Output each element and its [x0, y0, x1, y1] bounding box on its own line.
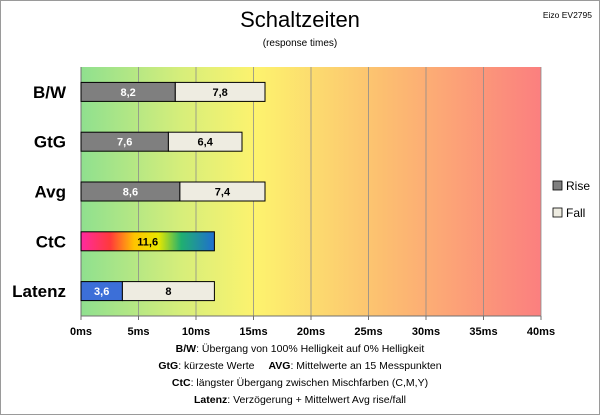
x-tick-label: 0ms	[70, 326, 92, 338]
legend-swatch-rise	[552, 180, 563, 191]
category-label: GtG	[34, 133, 66, 152]
bar-fall	[179, 181, 266, 202]
data-label-rise: 3,6	[94, 286, 109, 298]
x-tick-label: 20ms	[297, 326, 325, 338]
legend: Rise Fall	[552, 179, 590, 220]
chart-subtitle: (response times)	[263, 38, 337, 49]
x-tick-label: 25ms	[354, 326, 382, 338]
bar-fall	[167, 131, 243, 152]
category-label: Avg	[35, 183, 67, 202]
bar-fall	[121, 281, 215, 302]
category-labels: B/W GtG Avg CtC Latenz	[12, 83, 67, 301]
legend-label-fall: Fall	[566, 206, 585, 220]
data-label-rise: 7,6	[117, 137, 132, 149]
data-label-rise: 8,6	[123, 187, 138, 199]
data-label-fall: 7,4	[215, 187, 231, 199]
footnotes: B/W: Übergang von 100% Helligkeit auf 0%…	[158, 343, 441, 406]
x-tick-label: 5ms	[127, 326, 149, 338]
note-gtg-avg: GtG: kürzeste Werte AVG: Mittelwerte an 1…	[158, 360, 441, 372]
category-label: Latenz	[12, 282, 66, 301]
x-tick-label: 30ms	[412, 326, 440, 338]
note-latenz: Latenz: Verzögerung + Mittelwert Avg ris…	[194, 394, 406, 406]
chart-title: Schaltzeiten	[240, 7, 360, 32]
data-label-rise: 8,2	[121, 87, 136, 99]
monitor-model-label: Eizo EV2795	[543, 10, 592, 20]
x-tick-labels: 0ms 5ms 10ms 15ms 20ms 25ms 30ms 35ms 40ms	[70, 326, 555, 338]
legend-swatch-fall	[552, 207, 563, 218]
data-label-rise: 11,6	[137, 236, 158, 248]
category-label: CtC	[36, 232, 66, 251]
bar-fall	[174, 81, 266, 102]
x-tick-label: 15ms	[239, 326, 267, 338]
note-bw: B/W: Übergang von 100% Helligkeit auf 0%…	[176, 343, 425, 355]
legend-label-rise: Rise	[566, 179, 590, 193]
x-tick-label: 40ms	[527, 326, 555, 338]
data-label-fall: 6,4	[198, 137, 214, 149]
x-tick-label: 10ms	[182, 326, 210, 338]
data-label-fall: 8	[165, 286, 171, 298]
bars-group: 8,2 7,8 7,6 6,4 8,6 7,4 11,6 3,6 8	[80, 81, 266, 302]
data-label-fall: 7,8	[213, 87, 228, 99]
x-tick-label: 35ms	[469, 326, 497, 338]
bar-rise	[80, 231, 215, 252]
category-label: B/W	[33, 83, 67, 102]
note-ctc: CtC: längster Übergang zwischen Mischfar…	[172, 377, 428, 389]
